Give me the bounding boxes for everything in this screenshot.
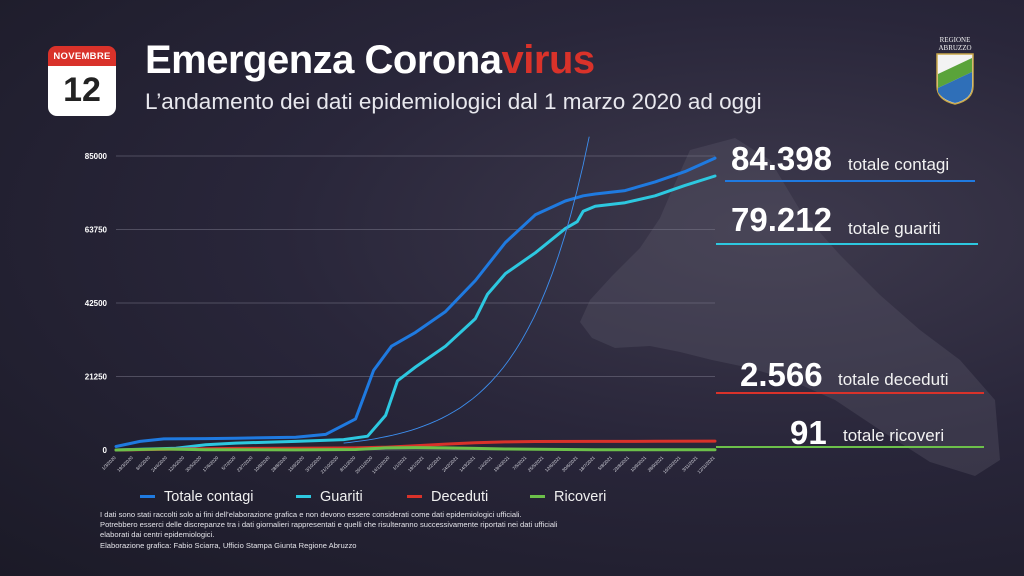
series-line-guariti <box>114 174 717 452</box>
x-tick-label: 24/2/2021 <box>441 455 459 473</box>
stat-guariti-value: 79.212 <box>731 201 832 238</box>
footnote-line: elaborati dai centri epidemiologici. <box>100 530 215 540</box>
legend-label: Ricoveri <box>554 489 607 505</box>
x-tick-label: 30/5/2020 <box>185 455 203 473</box>
stat-guariti-underline <box>716 243 978 245</box>
x-tick-label: 16/10/2021 <box>662 455 682 475</box>
x-tick-label: 19/4/2021 <box>493 455 511 473</box>
stat-contagi-label: totale contagi <box>848 155 950 174</box>
x-tick-label: 14/3/2021 <box>458 455 476 473</box>
logo-text: REGIONE ABRUZZO <box>930 36 980 52</box>
x-axis: 1/3/2020 19/3/2020 6/4/2020 24/4/2020 12/5/2… <box>101 455 716 475</box>
x-tick-label: 15/9/2020 <box>287 455 305 473</box>
x-tick-label: 7/5/2021 <box>512 455 528 471</box>
series-line-totale-contagi <box>114 156 717 448</box>
logo-line-1: REGIONE <box>939 36 971 44</box>
chart-series <box>114 156 717 452</box>
x-tick-label: 10/9/2021 <box>630 455 648 473</box>
legend-label: Totale contagi <box>164 489 254 505</box>
x-tick-label: 23/8/2021 <box>612 455 630 473</box>
footnote-line: I dati sono stati raccolti solo ai fini … <box>100 510 522 519</box>
stat-ricoveri-label: totale ricoveri <box>843 426 945 445</box>
y-tick-label: 21250 <box>85 373 108 382</box>
map-silhouette <box>580 138 1000 476</box>
x-tick-label: 25/5/2021 <box>527 455 545 473</box>
x-tick-label: 24/4/2020 <box>150 455 168 473</box>
x-tick-label: 5/7/2020 <box>221 455 237 471</box>
calendar-day: 12 <box>48 66 116 116</box>
x-tick-label: 14/12/2020 <box>371 455 391 475</box>
legend-swatch <box>407 495 422 498</box>
y-tick-label: 63750 <box>85 226 108 235</box>
chart-grid <box>116 155 715 451</box>
legend-swatch <box>530 495 545 498</box>
title-main: Emergenza Corona <box>145 38 502 82</box>
footnote-line: Potrebbero esserci delle discrepanze tra… <box>100 520 558 530</box>
stat-contagi-underline <box>725 180 975 182</box>
y-tick-label: 0 <box>103 446 108 455</box>
x-tick-label: 1/3/2020 <box>101 455 117 471</box>
trend-line <box>343 136 590 444</box>
x-tick-label: 28/8/2020 <box>270 455 288 473</box>
title-accent: virus <box>501 38 596 82</box>
stat-guariti-label: totale guariti <box>848 219 941 238</box>
regione-abruzzo-logo: REGIONE ABRUZZO <box>930 36 980 108</box>
legend-label: Deceduti <box>431 489 489 505</box>
x-tick-label: 10/8/2020 <box>253 455 271 473</box>
legend-swatch <box>296 495 311 498</box>
stat-ricoveri-underline <box>716 446 984 448</box>
x-tick-label: 12/6/2021 <box>544 455 562 473</box>
y-tick-label: 42500 <box>85 299 108 308</box>
shield-icon <box>936 53 974 105</box>
x-tick-label: 12/11/2021 <box>696 455 716 475</box>
page-title: Emergenza Coronavirus <box>145 38 595 83</box>
legend-label: Guariti <box>320 489 363 505</box>
x-tick-label: 5/8/2021 <box>597 455 613 471</box>
footnote: I dati sono stati raccolti solo ai fini … <box>100 510 720 551</box>
y-tick-label: 85000 <box>85 152 108 161</box>
stat-contagi-value: 84.398 <box>731 140 832 177</box>
footnote-line: Elaborazione grafica: Fabio Sciarra, Uff… <box>100 540 357 550</box>
logo-line-2: ABRUZZO <box>938 44 972 52</box>
x-tick-label: 19/1/2021 <box>407 455 425 473</box>
stat-deceduti-underline <box>716 392 984 394</box>
series-line-ricoveri <box>114 446 717 452</box>
stat-deceduti-label: totale deceduti <box>838 370 949 389</box>
stat-deceduti-value: 2.566 <box>740 356 823 393</box>
x-tick-label: 18/7/2021 <box>578 455 596 473</box>
x-tick-label: 1/4/2021 <box>477 455 493 471</box>
x-tick-label: 6/4/2020 <box>135 455 151 471</box>
stat-ricoveri-value: 91 <box>790 414 827 451</box>
calendar-month: NOVEMBRE <box>48 46 116 66</box>
x-tick-label: 30/6/2021 <box>561 455 579 473</box>
x-tick-label: 21/10/2020 <box>320 455 340 475</box>
y-axis: 0 21250 42500 63750 85000 <box>85 152 108 455</box>
x-tick-label: 1/1/2021 <box>392 455 408 471</box>
legend-swatch <box>140 495 155 498</box>
x-tick-label: 6/2/2021 <box>426 455 442 471</box>
page-subtitle: L’andamento dei dati epidemiologici dal … <box>145 89 762 114</box>
trend-curve <box>343 136 590 444</box>
x-tick-label: 23/7/2020 <box>236 455 254 473</box>
calendar-icon: NOVEMBRE 12 <box>48 46 116 116</box>
x-tick-label: 12/5/2020 <box>167 455 185 473</box>
x-tick-label: 17/6/2020 <box>202 455 220 473</box>
x-tick-label: 19/3/2020 <box>116 455 134 473</box>
